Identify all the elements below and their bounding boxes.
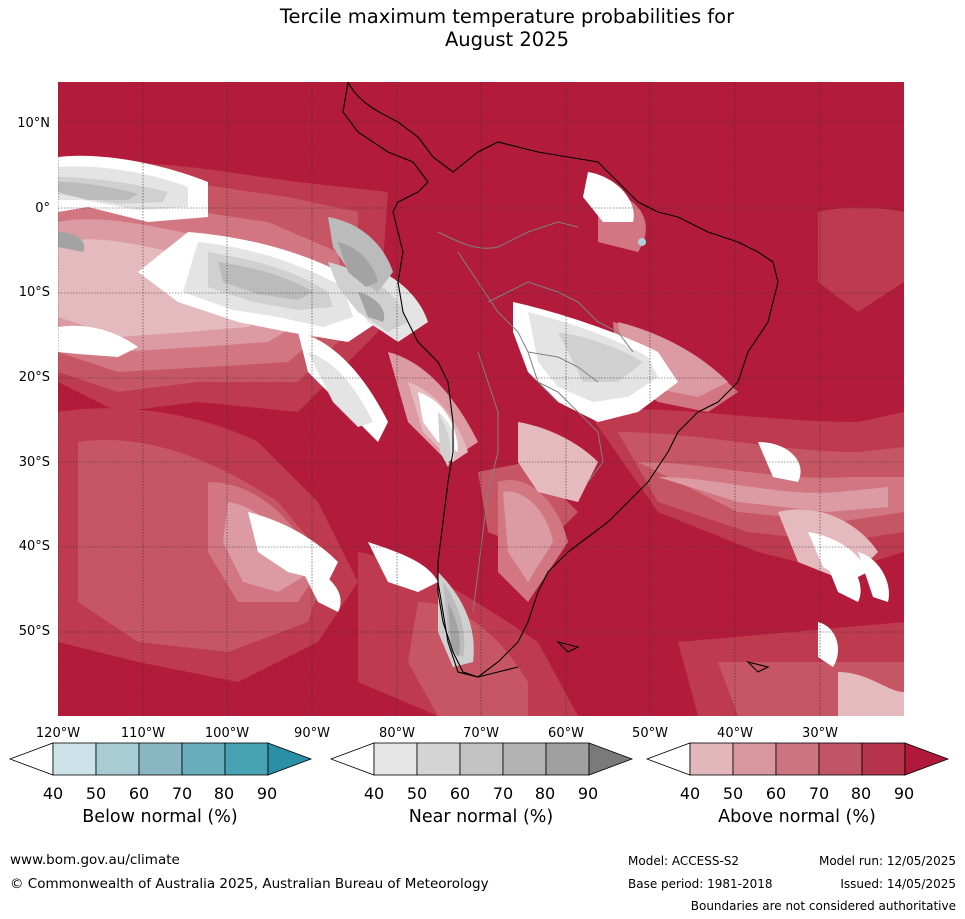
- near-colorbar-high-triangle: [588, 742, 634, 776]
- website-link[interactable]: www.bom.gov.au/climate: [10, 852, 180, 868]
- below-tick-40: 40: [42, 784, 64, 803]
- below-normal-40-regions: [638, 238, 646, 246]
- above-tick-60: 60: [765, 784, 787, 803]
- near-colorbar-box-2: [459, 742, 504, 776]
- lat-label-40s: 40°S: [18, 539, 50, 554]
- below-normal-title: Below normal (%): [82, 807, 238, 827]
- above-tick-80: 80: [850, 784, 872, 803]
- above-colorbar-low-triangle: [645, 742, 691, 776]
- below-tick-60: 60: [128, 784, 150, 803]
- near-normal-title: Near normal (%): [408, 807, 554, 827]
- near-normal-80-regions: [58, 232, 460, 657]
- legend-above-normal: [645, 742, 950, 776]
- title-line-1: Tercile maximum temperature probabilitie…: [279, 5, 735, 28]
- lat-label-10n: 10°N: [17, 116, 50, 131]
- lat-label-0: 0°: [35, 201, 50, 216]
- legend-below-normal: [8, 742, 313, 776]
- above-colorbar-high-triangle: [904, 742, 950, 776]
- lat-label-30s: 30°S: [18, 455, 50, 470]
- near-tick-40: 40: [363, 784, 385, 803]
- below-colorbar-box-4: [224, 742, 269, 776]
- above-tick-40: 40: [679, 784, 701, 803]
- above-normal-colorbar: [645, 742, 950, 776]
- graticule: [58, 82, 904, 716]
- legend-near-normal: [329, 742, 634, 776]
- below-tick-90: 90: [256, 784, 278, 803]
- lon-label-70w: 70°W: [463, 726, 499, 741]
- below-tick-70: 70: [171, 784, 193, 803]
- above-colorbar-box-3: [818, 742, 863, 776]
- lon-label-80w: 80°W: [379, 726, 415, 741]
- near-colorbar-box-1: [416, 742, 461, 776]
- copyright-text: © Commonwealth of Australia 2025, Austra…: [10, 876, 489, 892]
- near-colorbar-box-4: [545, 742, 590, 776]
- above-normal-title: Above normal (%): [718, 807, 876, 827]
- lat-label-10s: 10°S: [18, 285, 50, 300]
- above-tick-90: 90: [893, 784, 915, 803]
- lon-label-40w: 40°W: [717, 726, 753, 741]
- map-canvas: [58, 82, 904, 716]
- lon-label-120w: 120°W: [35, 726, 81, 741]
- base-period: Base period: 1981-2018: [628, 877, 773, 891]
- near-tick-80: 80: [534, 784, 556, 803]
- model-name: Model: ACCESS-S2: [628, 854, 740, 868]
- below-colorbar-box-3: [181, 742, 226, 776]
- below-tick-50: 50: [85, 784, 107, 803]
- near-tick-90: 90: [577, 784, 599, 803]
- above-colorbar-box-1: [732, 742, 777, 776]
- near-colorbar-box-3: [502, 742, 547, 776]
- above-colorbar-box-0: [689, 742, 734, 776]
- below-colorbar-low-triangle: [8, 742, 54, 776]
- below-colorbar-high-triangle: [267, 742, 313, 776]
- lon-label-90w: 90°W: [294, 726, 330, 741]
- near-tick-50: 50: [406, 784, 428, 803]
- country-borders: [437, 221, 634, 613]
- above-colorbar-box-2: [775, 742, 820, 776]
- below-normal-colorbar: [8, 742, 313, 776]
- probability-map: [58, 82, 904, 716]
- lat-label-20s: 20°S: [18, 370, 50, 385]
- above-tick-50: 50: [722, 784, 744, 803]
- near-colorbar-low-triangle: [329, 742, 375, 776]
- near-tick-70: 70: [492, 784, 514, 803]
- lon-label-100w: 100°W: [204, 726, 250, 741]
- below-colorbar-box-0: [52, 742, 97, 776]
- below-tick-80: 80: [213, 784, 235, 803]
- near-normal-colorbar: [329, 742, 634, 776]
- above-tick-70: 70: [808, 784, 830, 803]
- below-colorbar-box-1: [95, 742, 140, 776]
- lon-label-30w: 30°W: [802, 726, 838, 741]
- lon-label-50w: 50°W: [632, 726, 668, 741]
- boundaries-disclaimer: Boundaries are not considered authoritat…: [690, 899, 956, 913]
- near-tick-60: 60: [449, 784, 471, 803]
- lat-label-50s: 50°S: [18, 624, 50, 639]
- below-colorbar-box-2: [138, 742, 183, 776]
- near-colorbar-box-0: [373, 742, 418, 776]
- above-colorbar-box-4: [861, 742, 906, 776]
- chart-title: Tercile maximum temperature probabilitie…: [0, 5, 965, 51]
- lon-label-110w: 110°W: [120, 726, 166, 741]
- model-run-date: Model run: 12/05/2025: [818, 854, 956, 868]
- title-line-2: August 2025: [444, 28, 570, 51]
- issued-date: Issued: 14/05/2025: [840, 877, 956, 891]
- lon-label-60w: 60°W: [548, 726, 584, 741]
